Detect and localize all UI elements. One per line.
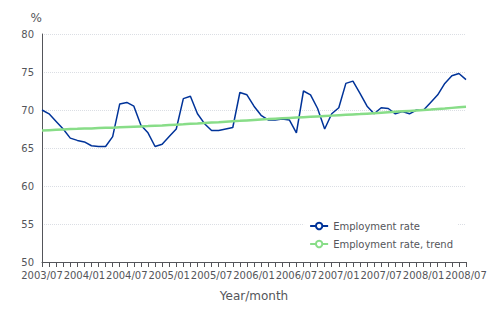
svg-text:80: 80 bbox=[21, 29, 34, 40]
svg-text:2005/07: 2005/07 bbox=[191, 270, 233, 281]
svg-text:Employment rate: Employment rate bbox=[333, 221, 420, 232]
svg-text:2006/07: 2006/07 bbox=[276, 270, 318, 281]
svg-text:2005/01: 2005/01 bbox=[148, 270, 190, 281]
svg-text:%: % bbox=[31, 11, 42, 25]
svg-text:2008/01: 2008/01 bbox=[403, 270, 445, 281]
svg-text:2007/01: 2007/01 bbox=[318, 270, 360, 281]
svg-text:Employment rate, trend: Employment rate, trend bbox=[333, 239, 453, 250]
svg-text:2006/01: 2006/01 bbox=[233, 270, 275, 281]
svg-text:2007/07: 2007/07 bbox=[360, 270, 402, 281]
svg-text:Year/month: Year/month bbox=[219, 289, 288, 303]
svg-text:55: 55 bbox=[21, 219, 34, 230]
svg-text:2008/07: 2008/07 bbox=[445, 270, 487, 281]
svg-text:65: 65 bbox=[21, 143, 34, 154]
svg-text:50: 50 bbox=[21, 257, 34, 268]
svg-text:60: 60 bbox=[21, 181, 34, 192]
svg-text:75: 75 bbox=[21, 67, 34, 78]
svg-text:70: 70 bbox=[21, 105, 34, 116]
svg-text:2003/07: 2003/07 bbox=[21, 270, 63, 281]
svg-text:2004/01: 2004/01 bbox=[64, 270, 106, 281]
svg-text:2004/07: 2004/07 bbox=[106, 270, 148, 281]
